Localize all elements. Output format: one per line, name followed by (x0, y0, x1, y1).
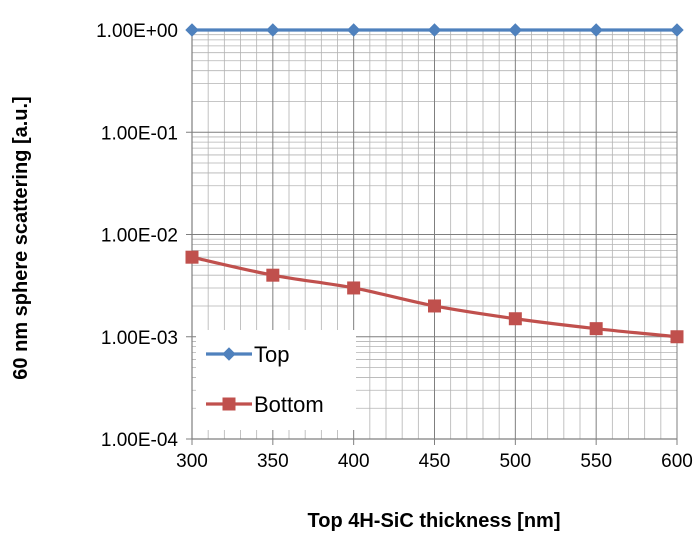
data-point-bottom (670, 330, 684, 344)
data-point-bottom (428, 299, 441, 313)
legend-item-bottom: Bottom (206, 392, 324, 417)
axes-layer (186, 29, 678, 445)
legend-label-top: Top (254, 342, 289, 367)
data-point-top (346, 23, 361, 37)
y-tick-label: 1.00E-03 (101, 328, 178, 349)
x-tick-label: 350 (257, 451, 289, 472)
y-axis-title: 60 nm sphere scattering [a.u.] (10, 96, 32, 379)
data-point-bottom (185, 250, 199, 264)
data-point-bottom (347, 281, 361, 295)
y-tick-label: 1.00E+00 (96, 21, 178, 42)
series-bottom (185, 250, 684, 344)
legend-box (196, 330, 356, 430)
data-point-top (670, 23, 684, 37)
series-top (185, 23, 684, 37)
y-tick-label: 1.00E-02 (101, 226, 178, 247)
data-point-top (185, 23, 199, 37)
y-tick-label: 1.00E-04 (101, 430, 179, 451)
x-tick-label: 550 (580, 451, 612, 472)
legend: Top Bottom (196, 330, 356, 430)
legend-marker-bottom (222, 397, 236, 411)
data-point-top (589, 23, 603, 37)
x-axis-title: Top 4H-SiC thickness [nm] (308, 510, 561, 532)
data-point-top (266, 23, 280, 37)
data-point-top (427, 23, 442, 37)
data-point-bottom (589, 322, 603, 336)
data-point-bottom (508, 312, 522, 326)
x-tick-label: 300 (176, 451, 208, 472)
tick-labels: 300 350 400 450 500 550 600 1.00E-04 1.00E-03 1.0… (96, 21, 693, 472)
series-layer (185, 23, 684, 344)
x-tick-label: 400 (338, 451, 370, 472)
x-tick-label: 450 (419, 451, 451, 472)
legend-item-top: Top (206, 342, 289, 367)
y-tick-label: 1.00E-01 (101, 123, 178, 144)
x-tick-label: 600 (661, 451, 693, 472)
x-tick-label: 500 (499, 451, 531, 472)
data-point-top (508, 23, 523, 37)
legend-marker-top (222, 347, 236, 361)
data-point-bottom (266, 268, 280, 282)
grid-layer (191, 29, 678, 440)
legend-label-bottom: Bottom (254, 392, 324, 417)
